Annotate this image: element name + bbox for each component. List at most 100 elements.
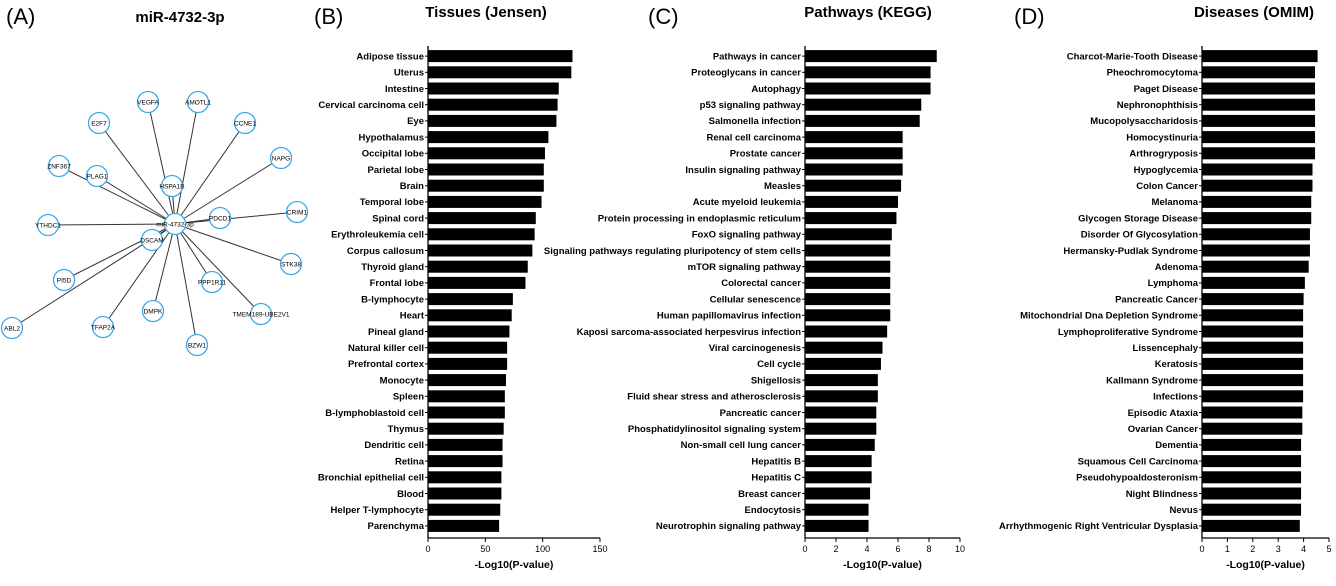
bar	[1202, 244, 1310, 257]
node-abl2: ABL2	[0, 316, 24, 340]
category-label: Helper T-lymphocyte	[331, 505, 424, 516]
category-label: Episodic Ataxia	[1128, 408, 1199, 419]
category-label: Arrhythmogenic Right Ventricular Dysplas…	[999, 521, 1199, 532]
edge-plag1	[96, 175, 176, 225]
bar	[428, 276, 526, 289]
node-ppp1r11: PPP1R11	[198, 270, 226, 294]
bar	[428, 325, 510, 338]
network-title: miR-4732-3p	[135, 9, 224, 26]
category-label: Pancreatic Cancer	[1115, 294, 1198, 305]
node-e2f7-label: E2F7	[91, 120, 107, 127]
category-label: Hypothalamus	[359, 132, 424, 143]
bar	[805, 519, 869, 532]
x-axis-label: -Log10(P-value)	[843, 559, 922, 571]
bar	[428, 293, 513, 306]
node-vegfa: VEGFA	[136, 90, 159, 114]
x-tick-label: 4	[1301, 544, 1306, 554]
bar	[1202, 195, 1312, 208]
category-label: Proteoglycans in cancer	[691, 68, 801, 79]
bar	[1202, 503, 1302, 516]
node-tmem189-ube2v1-label: TMEM189-UBE2V1	[232, 311, 289, 318]
category-label: Melanoma	[1152, 197, 1199, 208]
category-label: Spinal cord	[372, 213, 424, 224]
node-napg-circle	[269, 146, 293, 170]
bar	[1202, 98, 1316, 111]
node-plag1-circle	[85, 164, 109, 188]
bar	[428, 98, 558, 111]
category-label: Dementia	[1155, 440, 1198, 451]
category-label: Shigellosis	[751, 375, 801, 386]
node-pdcd1-circle	[208, 206, 232, 230]
bar	[1202, 357, 1304, 370]
bar	[1202, 341, 1304, 354]
category-label: Monocyte	[380, 375, 424, 386]
category-label: Mitochondrial Dna Depletion Syndrome	[1020, 311, 1198, 322]
bar	[805, 438, 875, 451]
edge-znf367	[58, 165, 176, 225]
category-label: Endocytosis	[745, 505, 802, 516]
bar	[428, 422, 504, 435]
bar	[428, 163, 544, 176]
node-e2f7: E2F7	[87, 111, 111, 135]
category-label: Ovarian Cancer	[1128, 424, 1199, 435]
bar	[1202, 374, 1304, 387]
bar	[1202, 147, 1316, 160]
category-label: Natural killer cell	[348, 343, 424, 354]
node-dmpk: DMPK	[141, 299, 165, 323]
category-label: Blood	[397, 489, 424, 500]
x-tick-label: 6	[895, 544, 900, 554]
x-tick-label: 3	[1276, 544, 1281, 554]
category-label: Keratosis	[1155, 359, 1198, 370]
node-center-circle	[163, 212, 187, 236]
category-label: Kallmann Syndrome	[1106, 375, 1198, 386]
bar	[428, 260, 528, 273]
category-label: Charcot-Marie-Tooth Disease	[1067, 51, 1198, 62]
bar	[805, 260, 891, 273]
bar	[805, 406, 877, 419]
category-label: Cell cycle	[757, 359, 801, 370]
bar	[1202, 438, 1302, 451]
x-axis-label: -Log10(P-value)	[475, 559, 554, 571]
bar	[1202, 325, 1304, 338]
bar	[805, 503, 869, 516]
bar	[805, 309, 891, 322]
node-crim1-circle	[285, 200, 309, 224]
category-label: Nephronophthisis	[1117, 100, 1198, 111]
bar	[1202, 276, 1305, 289]
edge-dmpk	[152, 223, 176, 312]
category-label: Hepatitis C	[751, 473, 801, 484]
category-label: Human papillomavirus infection	[657, 311, 801, 322]
category-label: mTOR signaling pathway	[688, 262, 802, 273]
category-label: Arthrogryposis	[1129, 149, 1198, 160]
x-tick-label: 2	[1250, 544, 1255, 554]
category-label: Breast cancer	[738, 489, 801, 500]
node-amotl1-label: AMOTL1	[185, 99, 211, 106]
bar	[428, 471, 502, 484]
node-amotl1-circle	[186, 90, 210, 114]
category-label: Frontal lobe	[370, 278, 424, 289]
node-znf367-label: ZNF367	[47, 163, 71, 170]
node-ythdc1-circle	[36, 213, 60, 237]
bar	[428, 309, 512, 322]
edge-amotl1	[174, 101, 199, 225]
category-label: Salmonella infection	[709, 116, 802, 127]
bar	[1202, 260, 1309, 273]
category-label: Acute myeloid leukemia	[693, 197, 802, 208]
x-tick-label: 10	[955, 544, 965, 554]
category-label: Viral carcinogenesis	[709, 343, 801, 354]
bar	[805, 114, 920, 127]
edge-tmem189-ube2v1	[174, 223, 262, 315]
category-label: Signaling pathways regulating pluripoten…	[544, 246, 801, 257]
bar	[805, 325, 888, 338]
category-label: Adenoma	[1155, 262, 1199, 273]
category-label: Lymphoproliferative Syndrome	[1058, 327, 1198, 338]
bar	[805, 422, 877, 435]
x-tick-label: 150	[592, 544, 607, 554]
category-label: Eye	[407, 116, 424, 127]
category-label: Pheochromocytoma	[1107, 68, 1199, 79]
panel-label-a: (A)	[6, 4, 35, 29]
category-label: Intestine	[385, 84, 424, 95]
category-label: Adipose tissue	[356, 51, 424, 62]
node-tmem189-ube2v1-circle	[249, 302, 273, 326]
x-tick-label: 4	[864, 544, 869, 554]
